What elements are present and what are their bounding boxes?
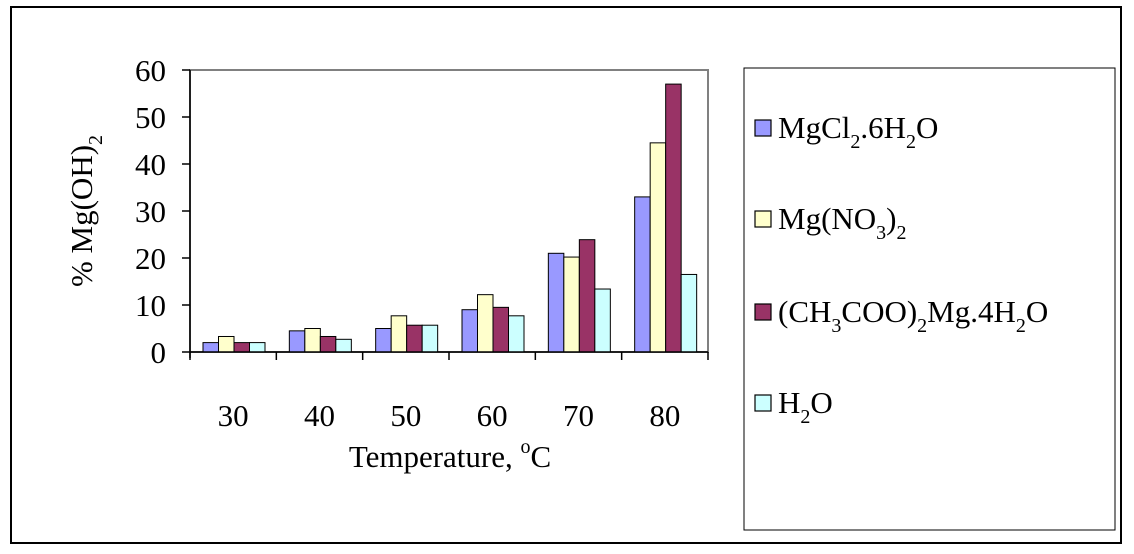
bar (665, 83, 682, 353)
bar (304, 328, 321, 353)
y-tick-label: 0 (151, 335, 167, 370)
x-tick-label: 30 (218, 398, 249, 433)
x-axis-title: Temperature, oC (349, 436, 551, 474)
bar (218, 335, 235, 353)
bar (202, 342, 219, 353)
legend-label: Mg(NO3)2 (778, 201, 907, 244)
x-tick-label: 70 (563, 398, 594, 433)
legend-swatch (754, 394, 772, 412)
bar (578, 239, 596, 353)
x-tick-label: 40 (304, 398, 335, 433)
bar (461, 309, 478, 353)
bar (508, 315, 525, 353)
bar (421, 324, 439, 353)
bar (594, 288, 611, 353)
legend-label: H2O (778, 385, 833, 428)
bar (335, 338, 352, 353)
bar (649, 142, 667, 353)
plot-border (189, 69, 709, 353)
legend-box (743, 67, 1116, 531)
bar (233, 342, 250, 353)
x-tick-label: 80 (649, 398, 680, 433)
bar (477, 294, 494, 353)
x-tick-label: 60 (477, 398, 508, 433)
legend-label: (CH3COO)2Mg.4H2O (778, 294, 1048, 337)
y-tick-label: 60 (135, 53, 166, 88)
legend-label: MgCl2.6H2O (778, 110, 938, 153)
bar (406, 324, 423, 353)
bar (375, 328, 392, 353)
bar (563, 256, 580, 353)
y-tick-label: 10 (135, 288, 166, 323)
plot-area: 0 10 20 30 40 50 60 30 40 50 60 70 80 (135, 53, 709, 433)
bar (492, 306, 509, 353)
bar (547, 252, 565, 353)
bar (249, 342, 266, 353)
bar (288, 330, 306, 353)
legend: MgCl2.6H2O Mg(NO3)2 (CH3COO)2Mg.4H2O H2O (743, 67, 1116, 531)
bar (319, 335, 337, 353)
y-axis-title: % Mg(OH)2 (64, 135, 107, 287)
y-tick-label: 40 (135, 147, 166, 182)
bar (680, 273, 698, 353)
x-tick-label: 50 (390, 398, 421, 433)
legend-swatch (754, 210, 772, 228)
bar (390, 315, 408, 353)
legend-swatch (754, 119, 772, 137)
y-tick-label: 20 (135, 241, 166, 276)
bar (634, 196, 651, 353)
legend-swatch (754, 303, 772, 321)
y-tick-label: 30 (135, 194, 166, 229)
y-tick-label: 50 (135, 100, 166, 135)
